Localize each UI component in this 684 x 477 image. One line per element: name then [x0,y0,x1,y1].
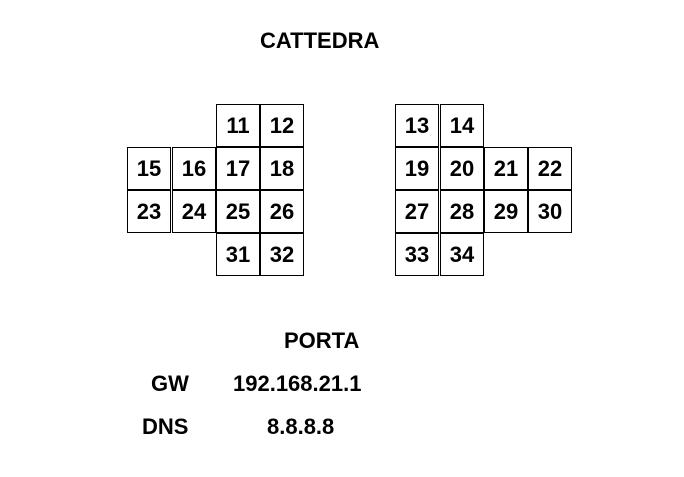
gw-label: GW [151,371,189,396]
dns-label: DNS [142,414,189,439]
seat-24: 24 [172,190,216,233]
seat-34: 34 [440,233,484,276]
seat-30: 30 [528,190,572,233]
seat-25: 25 [216,190,260,233]
seat-20: 20 [440,147,484,190]
seat-22: 22 [528,147,572,190]
seat-26: 26 [260,190,304,233]
gw-value: 192.168.21.1 [233,371,362,396]
seat-27: 27 [395,190,439,233]
seat-33: 33 [395,233,439,276]
seat-31: 31 [216,233,260,276]
seat-11: 11 [216,104,260,147]
seat-29: 29 [484,190,528,233]
seat-19: 19 [395,147,439,190]
cattedra-title: CATTEDRA [260,28,380,53]
seat-13: 13 [395,104,439,147]
seat-23: 23 [127,190,171,233]
porta-title: PORTA [284,328,360,353]
seat-32: 32 [260,233,304,276]
seat-12: 12 [260,104,304,147]
seat-14: 14 [440,104,484,147]
seat-15: 15 [127,147,171,190]
dns-value: 8.8.8.8 [267,414,335,439]
seat-16: 16 [172,147,216,190]
seat-28: 28 [440,190,484,233]
seat-18: 18 [260,147,304,190]
seat-17: 17 [216,147,260,190]
seat-21: 21 [484,147,528,190]
